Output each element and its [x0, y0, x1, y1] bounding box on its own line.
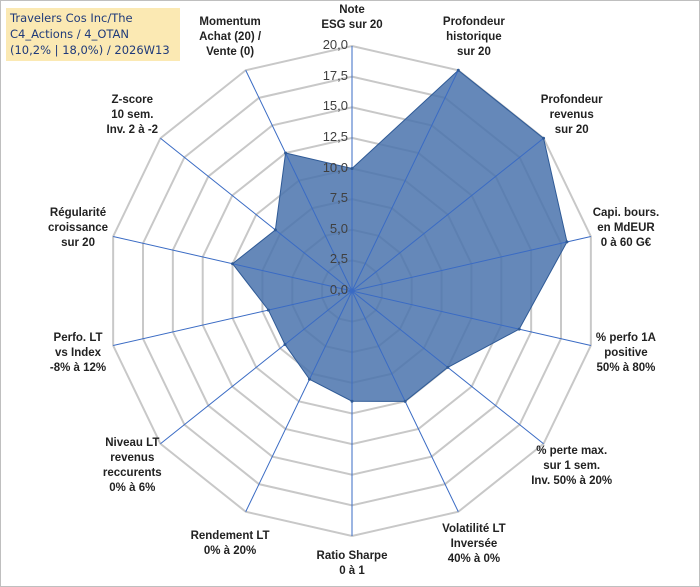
axis-label-12: Z-score 10 sem. Inv. 2 à -2 — [106, 94, 159, 137]
axis-label-9: Niveau LT revenus reccurents 0% à 6% — [102, 437, 162, 495]
data-point-13 — [284, 151, 288, 155]
spoke-13 — [245, 70, 353, 292]
spoke-10 — [113, 290, 353, 347]
data-point-5 — [446, 365, 450, 369]
spoke-12 — [160, 137, 353, 292]
axis-label-11: Régularité croissance sur 20 — [47, 206, 109, 249]
spoke-9 — [160, 290, 353, 445]
tick-label-8: 20,0 — [322, 37, 348, 52]
axis-label-0: Note ESG sur 20 — [321, 4, 383, 31]
tick-label-6: 15,0 — [322, 98, 348, 114]
axis-label-8: Rendement LT 0% à 20% — [190, 530, 270, 558]
axis-label-5: % perte max. sur 1 sem. Inv. 50% à 20% — [531, 444, 613, 487]
axis-label-10: Perfo. LT vs Index -8% à 12% — [49, 332, 107, 375]
data-point-10 — [266, 308, 270, 312]
axis-label-6: Volatilité LT Inversée 40% à 0% — [442, 522, 506, 565]
spoke-3 — [351, 235, 591, 292]
tick-label-5: 12,5 — [322, 128, 348, 144]
chart-title: Travelers Cos Inc/The C4_Actions / 4_OTA… — [6, 8, 180, 61]
data-point-11 — [231, 262, 235, 266]
tick-label-0: 0,0 — [329, 282, 348, 297]
data-point-8 — [307, 377, 311, 381]
data-point-12 — [273, 228, 277, 232]
tick-label-1: 2,5 — [329, 251, 348, 267]
axis-label-4: % perfo 1A positive 50% à 80% — [595, 332, 656, 375]
data-point-1 — [456, 68, 460, 72]
axis-label-2: Profondeur revenus sur 20 — [540, 94, 603, 137]
data-point-3 — [565, 240, 569, 244]
axis-label-1: Profondeur historique sur 20 — [442, 16, 505, 59]
tick-label-4: 10,0 — [322, 159, 348, 175]
spoke-8 — [245, 290, 353, 512]
data-point-4 — [517, 327, 521, 331]
data-point-0 — [350, 167, 354, 170]
axis-label-3: Capi. bours. en MdEUR 0 à 60 G€ — [592, 206, 660, 249]
data-point-7 — [350, 399, 354, 403]
spoke-2 — [351, 137, 544, 292]
tick-label-3: 7,5 — [329, 190, 348, 206]
data-point-6 — [403, 399, 407, 403]
spoke-4 — [351, 290, 591, 347]
tick-label-7: 17,5 — [322, 67, 348, 83]
axis-label-7: Ratio Sharpe 0 à 1 — [316, 550, 388, 577]
axis-label-13: Momentum Achat (20) / Vente (0) — [199, 16, 262, 59]
spoke-1 — [351, 70, 459, 292]
tick-label-2: 5,0 — [329, 220, 348, 236]
data-point-9 — [283, 342, 287, 346]
data-point-2 — [542, 136, 546, 140]
